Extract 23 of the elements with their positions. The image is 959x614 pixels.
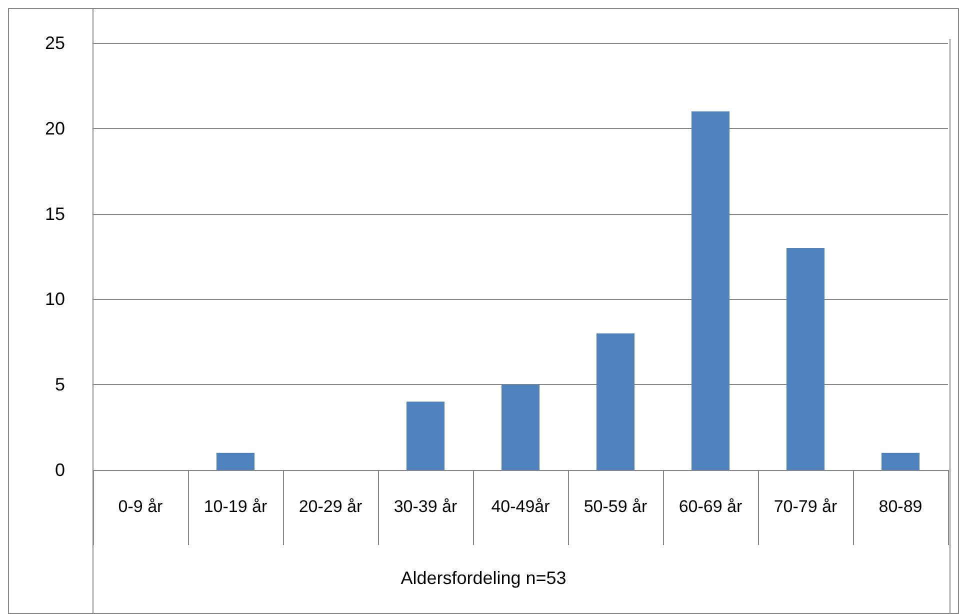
bar xyxy=(596,333,634,470)
x-tick-label: 50-59 år xyxy=(584,497,648,516)
x-tick-label: 60-69 år xyxy=(678,497,742,516)
bar xyxy=(502,384,540,470)
x-tick-label: 80-89 xyxy=(878,497,922,516)
bar xyxy=(216,452,254,470)
x-tick-label: 10-19 år xyxy=(204,497,268,516)
y-tick-label: 10 xyxy=(44,289,65,310)
text: Aldersfordeling n=53 xyxy=(400,568,566,588)
y-tick-label: 25 xyxy=(44,33,65,53)
x-tick-label: 70-79 år xyxy=(774,497,838,516)
bar xyxy=(406,402,444,470)
y-tick-label: 5 xyxy=(54,374,65,395)
y-tick-label: 15 xyxy=(44,204,65,224)
bar xyxy=(786,248,824,470)
x-tick-label: 30-39 år xyxy=(394,497,458,516)
x-tick-label: 40-49år xyxy=(491,497,550,516)
y-tick-label: 20 xyxy=(44,118,65,138)
x-tick-label: 20-29 år xyxy=(298,497,362,516)
x-tick-label: 0-9 år xyxy=(118,497,164,516)
bar xyxy=(692,111,730,470)
bar xyxy=(882,452,920,470)
y-tick-label: 0 xyxy=(54,460,65,480)
